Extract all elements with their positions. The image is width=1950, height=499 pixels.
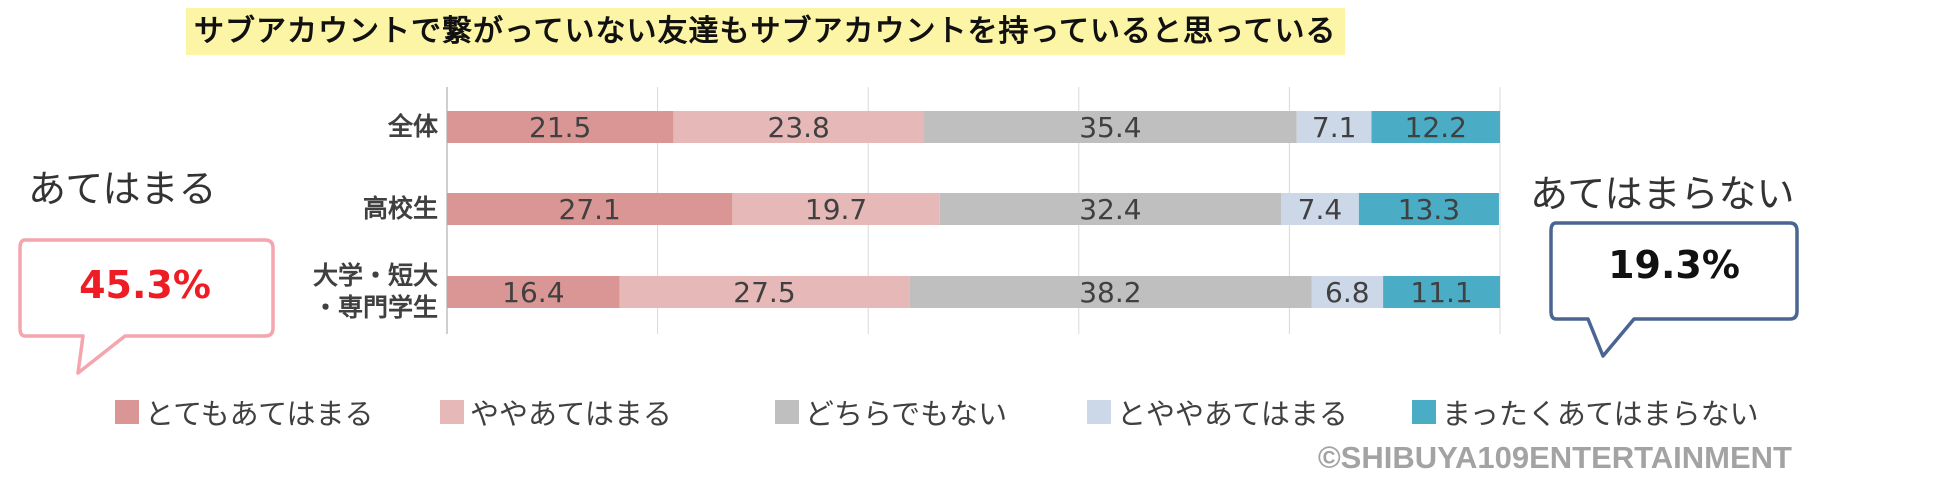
category-label: 大学・短大 ・専門学生 [312, 261, 438, 322]
data-label: 11.1 [1410, 276, 1472, 309]
data-label: 23.8 [768, 111, 830, 144]
legend-swatch [775, 400, 799, 424]
legend-label: とややあてはまる [1117, 397, 1348, 431]
data-label: 35.4 [1079, 111, 1141, 144]
bar-segment [1358, 193, 1499, 225]
legend-item: とややあてはまる [1087, 392, 1348, 432]
legend-swatch [115, 400, 139, 424]
bar-segment [673, 111, 925, 143]
bar-segment [1296, 111, 1372, 143]
data-label: 27.5 [733, 276, 795, 309]
category-label: 全体 [387, 112, 438, 141]
legend-item: まったくあてはまらない [1412, 392, 1759, 432]
data-label: 12.2 [1405, 111, 1467, 144]
bar-segment [909, 276, 1312, 308]
legend-swatch [1412, 400, 1436, 424]
data-label: 7.1 [1312, 111, 1357, 144]
right-group-label: あてはまらない [1530, 172, 1795, 216]
legend-label: ややあてはまる [470, 397, 672, 431]
bar-segment [447, 276, 620, 308]
category-label: 高校生 [362, 194, 438, 223]
data-label: 32.4 [1079, 193, 1141, 226]
legend-label: まったくあてはまらない [1442, 397, 1759, 431]
right-group-value: 19.3% [1608, 243, 1740, 287]
left-group-label: あてはまる [28, 167, 217, 211]
data-label: 13.3 [1398, 193, 1460, 226]
data-label: 6.8 [1325, 276, 1370, 309]
bar-segment [447, 111, 674, 143]
legend-swatch [1087, 400, 1111, 424]
data-label: 27.1 [559, 193, 621, 226]
data-label: 21.5 [529, 111, 591, 144]
legend-swatch [440, 400, 464, 424]
bar-segment [619, 276, 910, 308]
bar-segment [1383, 276, 1500, 308]
legend-item: どちらでもない [775, 392, 1007, 432]
bar-segment [924, 111, 1297, 143]
data-label: 19.7 [805, 193, 867, 226]
bar-segment [1280, 193, 1359, 225]
legend-label: どちらでもない [805, 397, 1008, 431]
stacked-bar-chart: 21.5 23.8 35.4 7.1 12.2 27.1 19.7 32.4 7.4 13.3 16… [446, 87, 1501, 334]
right-callout-bubble [1549, 221, 1799, 358]
left-group-value: 45.3% [79, 263, 211, 307]
bar-segment [447, 193, 733, 225]
data-label: 38.2 [1079, 276, 1141, 309]
left-callout-bubble [18, 238, 275, 375]
data-label: 7.4 [1298, 193, 1343, 226]
bar-segment [732, 193, 940, 225]
legend-label: とてもあてはまる [145, 397, 374, 431]
bar-segment [1311, 276, 1384, 308]
chart-title: サブアカウントで繋がっていない友達もサブアカウントを持っていると思っている [186, 8, 1345, 55]
legend-item: ややあてはまる [440, 392, 672, 432]
copyright-text: ©SHIBUYA109ENTERTAINMENT [1317, 440, 1792, 475]
bar-segment [1371, 111, 1500, 143]
legend-item: とてもあてはまる [115, 392, 374, 432]
bar-segment [939, 193, 1281, 225]
legend: とてもあてはまる ややあてはまる どちらでもない とややあてはまる まったくあてはまらな… [115, 392, 1835, 432]
data-label: 16.4 [502, 276, 564, 309]
